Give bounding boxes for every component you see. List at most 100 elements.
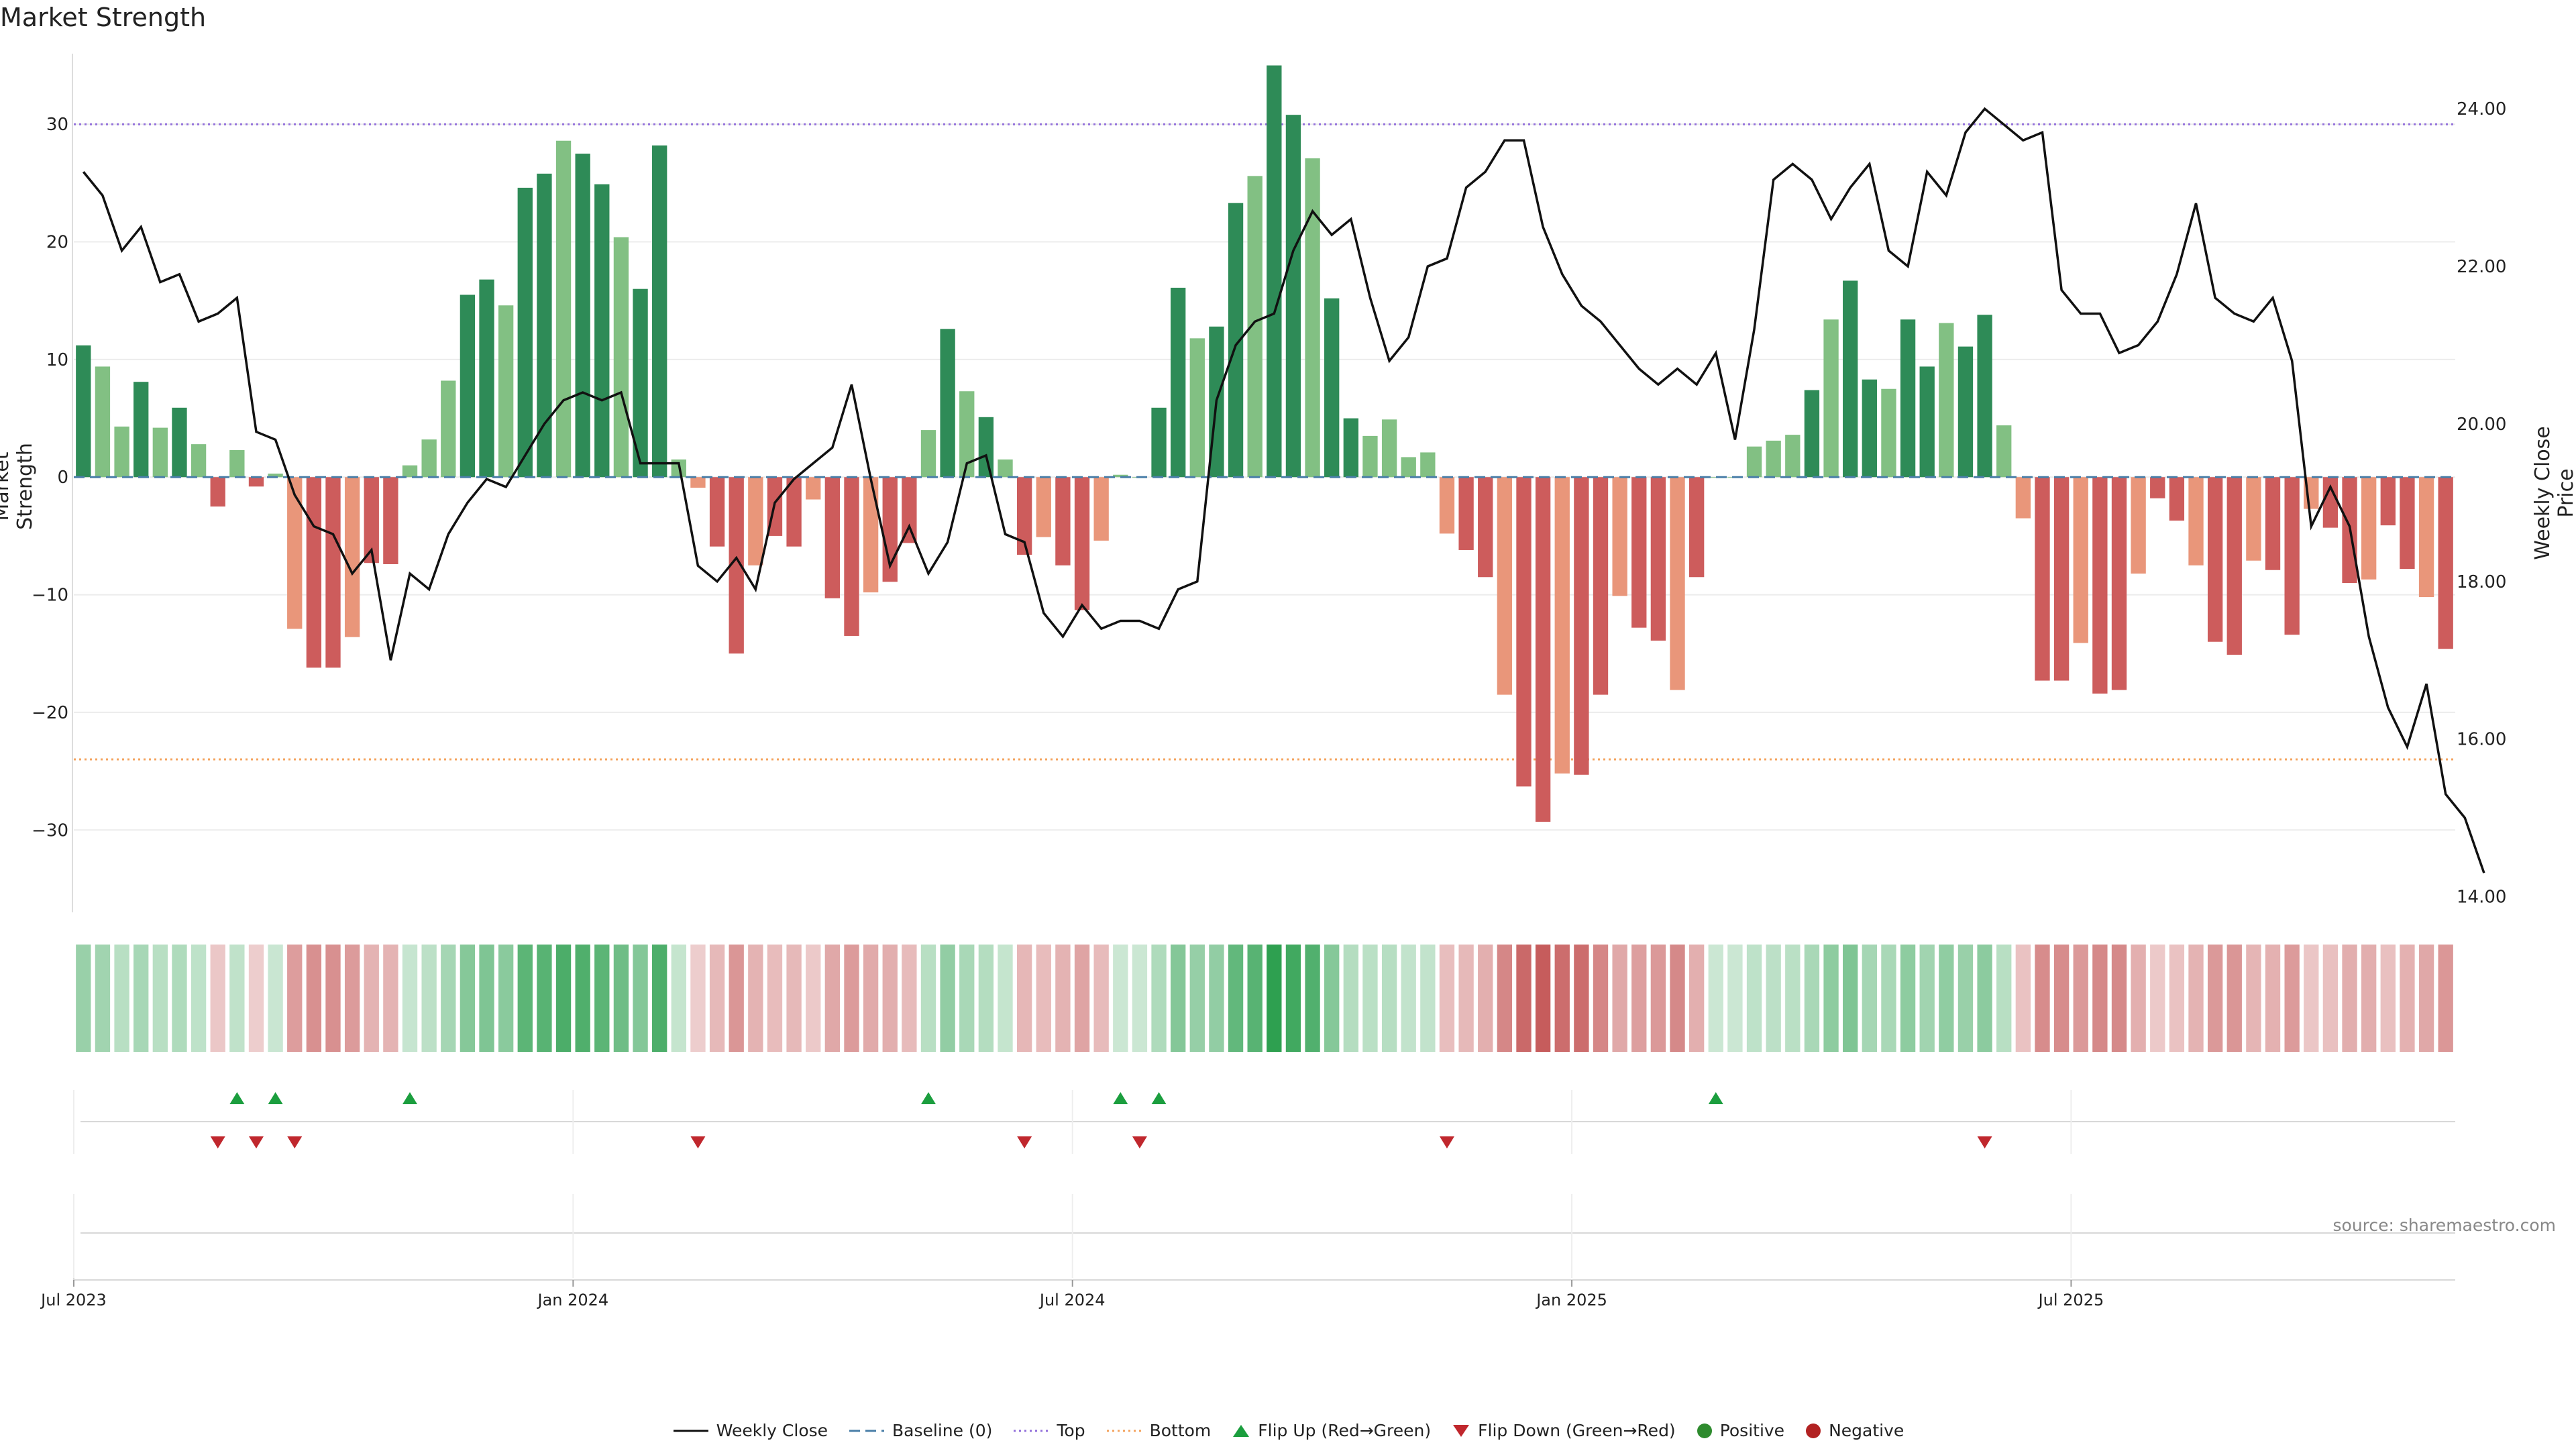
heat-cell xyxy=(114,945,129,1052)
strength-bar xyxy=(1939,323,1954,478)
heat-cell xyxy=(76,945,91,1052)
flip-down-marker xyxy=(210,1136,225,1148)
strength-bar xyxy=(76,345,91,478)
heat-cell xyxy=(344,945,360,1052)
strength-bar xyxy=(1285,115,1301,478)
heat-cell xyxy=(1593,945,1609,1052)
strength-bar xyxy=(2438,477,2453,649)
strength-bar xyxy=(1593,477,1609,695)
strength-bar xyxy=(940,329,955,478)
heat-cell xyxy=(1516,945,1532,1052)
y-tick-label: −30 xyxy=(32,820,68,841)
heat-cell xyxy=(1497,945,1513,1052)
strength-bar xyxy=(594,184,610,478)
y-tick-label: 0 xyxy=(57,468,68,488)
heat-cell xyxy=(1919,945,1935,1052)
heat-cell xyxy=(959,945,975,1052)
legend-item-weekly-close: Weekly Close xyxy=(672,1421,828,1440)
strength-bar xyxy=(1804,390,1820,478)
heat-cell xyxy=(998,945,1013,1052)
flip-up-marker xyxy=(229,1092,245,1104)
strength-bar xyxy=(1996,425,2012,478)
y2-tick-label: 14.00 xyxy=(2457,888,2506,908)
heat-cell xyxy=(1535,945,1551,1052)
strength-bar xyxy=(1746,446,1762,478)
heat-cell xyxy=(2322,945,2339,1052)
strength-bar xyxy=(2111,477,2127,690)
heat-cell xyxy=(1343,945,1358,1052)
strength-bar xyxy=(191,444,207,478)
strength-bar xyxy=(1823,319,1839,478)
flip-down-marker xyxy=(287,1136,303,1148)
heat-cell xyxy=(1362,945,1378,1052)
strength-bar xyxy=(2131,477,2146,574)
legend-label: Negative xyxy=(1829,1421,1904,1440)
bottom-panel xyxy=(73,1194,2455,1281)
strength-bar xyxy=(844,477,859,636)
strength-bar xyxy=(133,382,149,478)
strength-bar xyxy=(152,427,168,478)
strength-bar xyxy=(2361,477,2377,580)
flip-down-marker xyxy=(1132,1136,1147,1148)
heat-cell xyxy=(1324,945,1340,1052)
strength-bar xyxy=(1785,435,1801,478)
strength-bar xyxy=(1862,379,1877,478)
heat-cell xyxy=(1843,945,1858,1052)
heat-cell xyxy=(1727,945,1743,1052)
strength-bar xyxy=(729,477,744,654)
heat-cell xyxy=(690,945,706,1052)
heat-cell xyxy=(287,945,303,1052)
strength-bar xyxy=(1228,203,1244,478)
strength-bar xyxy=(172,407,187,478)
strength-bar xyxy=(2015,477,2031,519)
strength-bar xyxy=(709,477,725,547)
strength-bar xyxy=(306,477,322,668)
heat-cell xyxy=(1305,945,1320,1052)
flip-down-marker xyxy=(1977,1136,1992,1148)
heat-cell xyxy=(152,945,168,1052)
heat-cell xyxy=(1132,945,1148,1052)
heat-cell xyxy=(2053,945,2070,1052)
legend-label: Flip Down (Green→Red) xyxy=(1478,1421,1676,1440)
heat-cell xyxy=(191,945,207,1052)
flip-down-marker xyxy=(1439,1136,1454,1148)
strength-bars xyxy=(76,65,2453,822)
strength-bar xyxy=(537,173,552,478)
heat-cell xyxy=(1151,945,1167,1052)
heat-cell xyxy=(1189,945,1205,1052)
strength-bar xyxy=(1478,477,1493,578)
strength-bar xyxy=(575,154,590,478)
strength-bar xyxy=(613,237,629,478)
strength-bar xyxy=(652,145,667,478)
heat-cell xyxy=(2438,945,2453,1052)
heat-cell xyxy=(537,945,552,1052)
heat-cell xyxy=(555,945,572,1052)
strength-bar xyxy=(1631,477,1647,628)
heat-strip xyxy=(76,945,2453,1052)
strength-bar xyxy=(978,417,994,478)
y-tick-label: 30 xyxy=(46,115,68,135)
dot-red-icon xyxy=(1806,1423,1821,1438)
strength-bar xyxy=(2400,477,2415,569)
strength-bar xyxy=(2092,477,2108,694)
legend-label: Weekly Close xyxy=(716,1421,828,1440)
heat-cell xyxy=(1862,945,1877,1052)
legend-item-negative: Negative xyxy=(1805,1421,1904,1440)
strength-bar xyxy=(2053,477,2070,681)
heat-cell xyxy=(383,945,398,1052)
strength-bar xyxy=(748,477,763,566)
heat-cell xyxy=(2342,945,2357,1052)
x-tick-label: Jan 2025 xyxy=(1535,1291,1607,1309)
x-tick-label: Jan 2024 xyxy=(537,1291,609,1309)
heat-cell xyxy=(729,945,744,1052)
legend-label: Flip Up (Red→Green) xyxy=(1258,1421,1432,1440)
strength-bar xyxy=(1381,419,1397,478)
heat-cell xyxy=(364,945,379,1052)
strength-bar xyxy=(2265,477,2281,570)
heat-cell xyxy=(460,945,476,1052)
strength-bar xyxy=(517,187,533,478)
heat-cell xyxy=(652,945,667,1052)
legend-label: Top xyxy=(1057,1421,1085,1440)
strength-bar xyxy=(1247,176,1263,478)
heat-cell xyxy=(575,945,590,1052)
